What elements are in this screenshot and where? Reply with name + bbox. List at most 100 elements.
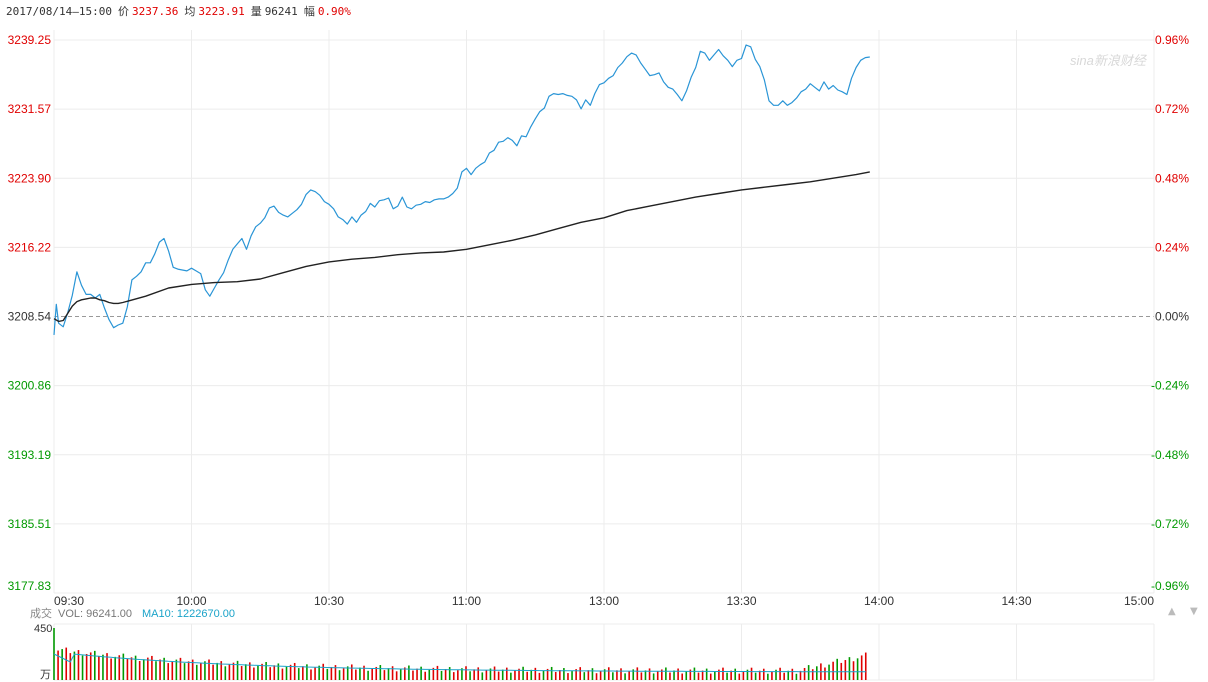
- volume-bar: [367, 670, 369, 680]
- volume-bar: [762, 668, 765, 680]
- volume-bar: [89, 652, 92, 680]
- volume-bar: [179, 657, 182, 680]
- volume-bar: [652, 673, 655, 680]
- volume-bar: [232, 662, 235, 680]
- price-tick-label: 3239.25: [8, 33, 52, 47]
- volume-label: 量: [250, 5, 262, 18]
- volume-bar: [457, 670, 459, 680]
- percent-tick-label: 0.48%: [1155, 171, 1189, 185]
- price-axis: 3239.25 3231.57 3223.90 3216.22 3208.54 3200.…: [8, 33, 52, 593]
- volume-bar: [220, 661, 223, 680]
- volume-bar: [595, 673, 598, 680]
- avg-value: 3223.91: [198, 5, 245, 18]
- volume-bar: [277, 663, 280, 680]
- volume-bar: [807, 665, 810, 680]
- time-tick-label: 11:00: [452, 594, 481, 608]
- volume-bar: [681, 673, 683, 680]
- volume-bar: [355, 669, 357, 680]
- time-axis: 09:30 10:00 10:30 11:00 13:00 13:30 14:00 14:30…: [54, 594, 1154, 608]
- chart-series: [53, 44, 870, 335]
- time-tick-label: 14:00: [864, 594, 894, 608]
- price-tick-label: 3200.86: [8, 379, 52, 393]
- volume-bar: [767, 673, 769, 680]
- volume-bar: [138, 660, 141, 680]
- volume-bar: [669, 672, 671, 680]
- volume-bar: [607, 667, 610, 680]
- volume-bar: [722, 667, 724, 680]
- volume-bar: [314, 667, 316, 680]
- time-tick-label: 09:30: [54, 594, 84, 608]
- volume-bar: [816, 666, 818, 680]
- volume-bar: [257, 665, 259, 680]
- volume-bar: [428, 669, 431, 680]
- volume-bar: [628, 671, 630, 680]
- volume-bar: [697, 672, 700, 680]
- volume-bar: [330, 666, 333, 680]
- volume-bar: [73, 651, 76, 680]
- volume-bar: [538, 672, 541, 680]
- volume-bar: [122, 653, 125, 680]
- volume-bar: [510, 672, 512, 680]
- quote-header: 2017/08/14—15:00 价 3237.36 均 3223.91 量 96241 幅 0…: [6, 3, 357, 19]
- volume-bar: [77, 650, 80, 680]
- volume-bar: [644, 670, 647, 680]
- volume-bar: [559, 670, 561, 680]
- volume-bar: [200, 663, 202, 680]
- volume-bar: [346, 666, 349, 680]
- percent-tick-label: 0.24%: [1155, 240, 1189, 254]
- volume-bar: [163, 657, 165, 680]
- volume-bar: [514, 670, 516, 680]
- avg-label: 均: [184, 5, 196, 18]
- ma10-readout: MA10: 1222670.00: [142, 608, 235, 620]
- volume-bar: [342, 668, 345, 680]
- volume-bar: [522, 666, 524, 680]
- volume-bar: [334, 665, 337, 680]
- volume-bar: [387, 668, 390, 680]
- volume-bar: [583, 672, 586, 680]
- volume-bar: [399, 669, 402, 680]
- price-tick-label: 3231.57: [8, 102, 52, 116]
- volume-bar: [734, 668, 737, 680]
- volume-bar: [575, 669, 577, 680]
- volume-bar: [591, 668, 594, 680]
- percent-tick-label: -0.24%: [1151, 379, 1189, 393]
- volume-bar: [836, 658, 838, 680]
- volume-bar: [208, 659, 210, 680]
- price-tick-label: 3223.90: [8, 171, 52, 185]
- volume-bar: [599, 671, 602, 680]
- volume-bar: [61, 649, 63, 680]
- collapse-up-icon[interactable]: ▲: [1168, 606, 1176, 617]
- percent-tick-label: 0.00%: [1155, 310, 1189, 324]
- percent-tick-label: 0.96%: [1155, 33, 1189, 47]
- volume-bar: [244, 664, 247, 680]
- volume-bar: [81, 655, 84, 680]
- volume-bar: [204, 661, 206, 680]
- volume-bar: [579, 667, 582, 680]
- collapse-down-icon[interactable]: ▼: [1190, 606, 1198, 617]
- volume-bar: [102, 654, 104, 680]
- volume-title: 成交: [30, 608, 52, 620]
- volume-bar: [171, 661, 174, 680]
- volume-bar: [412, 670, 414, 680]
- price-tick-label: 3208.54: [8, 310, 52, 324]
- change-value: 0.90%: [317, 5, 351, 18]
- volume-bar: [130, 657, 133, 680]
- volume-bar: [550, 666, 553, 680]
- volume-bar: [391, 666, 394, 680]
- volume-bar: [106, 653, 108, 680]
- volume-bar: [620, 668, 622, 680]
- volume-bar: [159, 659, 161, 680]
- volume-bar: [656, 671, 659, 680]
- volume-ma-line: [53, 653, 866, 673]
- volume-bar: [714, 671, 716, 680]
- volume-bar: [416, 668, 418, 680]
- volume-bar: [249, 662, 251, 680]
- change-label: 幅: [303, 5, 315, 18]
- volume-bar: [673, 670, 675, 680]
- volume-bar: [824, 667, 826, 680]
- volume-bar: [310, 669, 312, 680]
- volume-bar: [322, 663, 325, 680]
- volume-bar: [424, 671, 427, 680]
- volume-bar: [803, 667, 806, 680]
